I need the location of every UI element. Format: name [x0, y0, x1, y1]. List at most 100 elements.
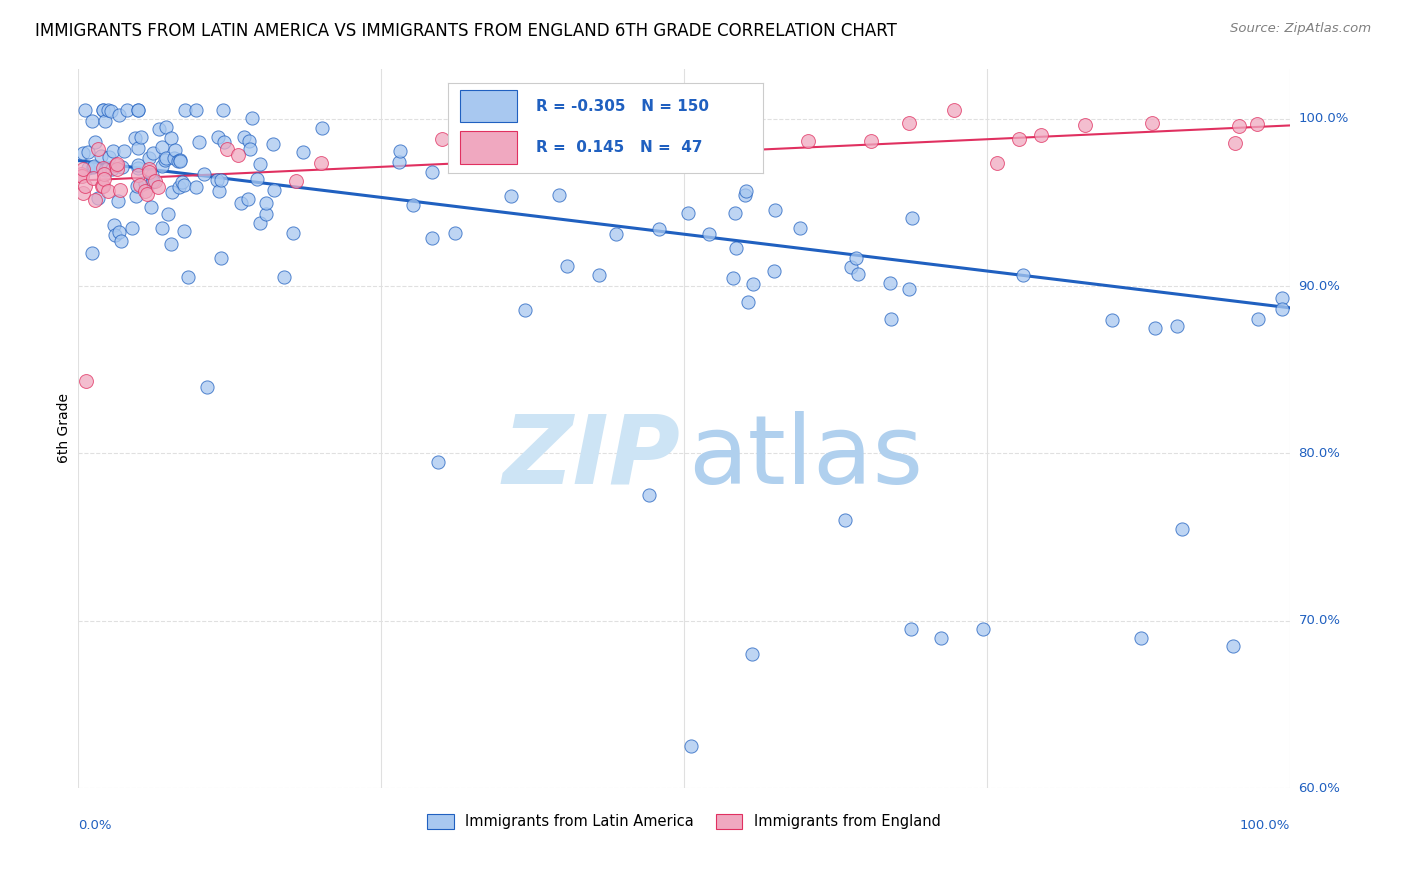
Point: [239, 142, 262, 156]
Point: [75, 375, 97, 389]
Point: [789, 221, 811, 235]
Point: [93, 168, 115, 182]
Point: [285, 174, 308, 188]
Point: [127, 161, 149, 175]
Point: [471, 117, 494, 131]
Point: [1222, 639, 1244, 653]
Point: [125, 189, 148, 203]
Point: [740, 648, 762, 662]
Text: Source: ZipAtlas.com: Source: ZipAtlas.com: [1230, 22, 1371, 36]
Point: [1144, 321, 1167, 335]
Point: [734, 187, 756, 202]
Point: [153, 153, 176, 168]
Point: [125, 178, 148, 193]
Point: [420, 230, 443, 244]
Point: [215, 142, 238, 156]
Point: [1166, 319, 1188, 334]
Point: [211, 103, 233, 118]
Point: [797, 134, 820, 148]
Point: [443, 226, 465, 240]
Point: [209, 173, 232, 187]
Point: [159, 237, 181, 252]
Point: [82, 246, 104, 260]
Point: [900, 622, 922, 636]
Point: [845, 251, 868, 265]
Legend: Immigrants from Latin America, Immigrants from England: Immigrants from Latin America, Immigrant…: [422, 808, 946, 835]
Point: [388, 155, 411, 169]
Point: [860, 134, 883, 148]
Point: [588, 268, 610, 283]
Point: [186, 103, 208, 118]
Point: [205, 172, 228, 186]
Point: [115, 103, 138, 118]
Point: [697, 227, 720, 241]
Point: [742, 277, 765, 291]
Point: [103, 219, 125, 233]
Point: [501, 189, 523, 203]
Point: [87, 142, 110, 156]
Point: [155, 120, 177, 134]
Point: [169, 153, 191, 168]
Point: [100, 162, 122, 177]
Point: [111, 160, 134, 174]
Point: [249, 156, 271, 170]
Point: [177, 269, 200, 284]
Point: [1101, 313, 1123, 327]
Point: [127, 168, 149, 182]
Point: [212, 135, 235, 149]
Text: 100.0%: 100.0%: [1240, 819, 1291, 831]
Point: [91, 103, 114, 118]
Point: [1008, 131, 1031, 145]
Point: [73, 103, 96, 118]
Point: [263, 183, 285, 197]
Point: [879, 276, 901, 290]
Point: [724, 206, 747, 220]
Point: [1171, 522, 1194, 536]
Point: [77, 145, 100, 159]
Point: [262, 136, 284, 151]
Point: [207, 130, 229, 145]
Point: [98, 150, 121, 164]
Point: [77, 161, 100, 175]
Point: [160, 186, 183, 200]
Point: [839, 260, 862, 274]
Point: [1074, 118, 1097, 132]
Point: [84, 193, 107, 207]
Point: [72, 169, 94, 183]
Point: [97, 184, 120, 198]
Point: [167, 154, 190, 169]
Point: [678, 206, 700, 220]
Point: [82, 170, 104, 185]
Point: [131, 130, 153, 145]
Point: [897, 282, 920, 296]
Point: [135, 187, 157, 202]
Point: [762, 264, 785, 278]
Point: [555, 259, 578, 273]
Point: [82, 160, 104, 174]
Point: [121, 221, 143, 235]
Point: [1129, 631, 1152, 645]
Point: [986, 155, 1008, 169]
Point: [152, 220, 174, 235]
Point: [174, 103, 197, 118]
Point: [929, 631, 952, 645]
Point: [763, 202, 786, 217]
Point: [281, 226, 304, 240]
Point: [834, 513, 856, 527]
Point: [232, 130, 254, 145]
Point: [155, 151, 177, 165]
Point: [142, 174, 165, 188]
Point: [943, 103, 966, 118]
Point: [139, 200, 162, 214]
Point: [184, 179, 207, 194]
Point: [108, 183, 131, 197]
Point: [724, 241, 747, 255]
Point: [127, 141, 149, 155]
Point: [105, 156, 128, 170]
Point: [93, 103, 115, 118]
Point: [138, 165, 160, 179]
Point: [1227, 120, 1250, 134]
Point: [427, 455, 450, 469]
Point: [93, 178, 115, 193]
Point: [138, 161, 160, 176]
